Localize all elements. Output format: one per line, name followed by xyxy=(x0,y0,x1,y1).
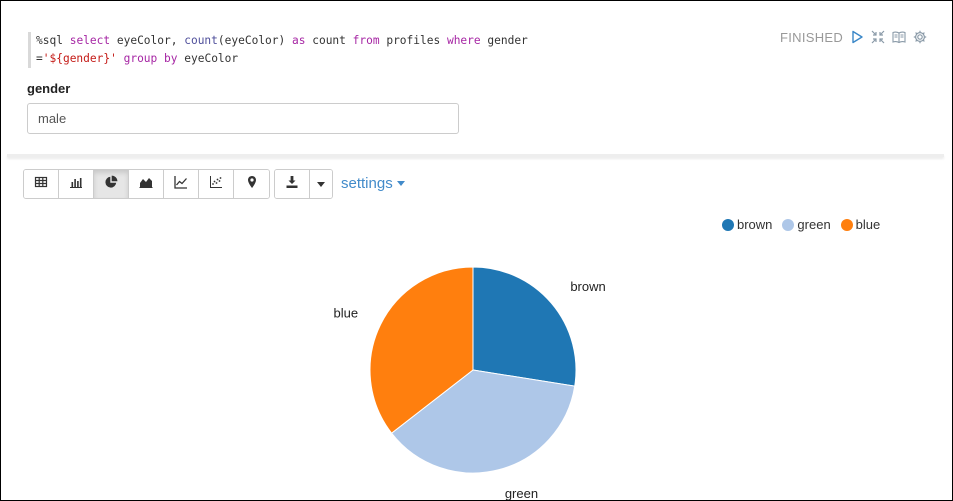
table-icon xyxy=(34,175,48,194)
code-token: = xyxy=(36,52,43,65)
download-dropdown-toggle[interactable] xyxy=(310,170,332,198)
bar-chart-view-button[interactable] xyxy=(59,170,94,198)
legend-swatch xyxy=(840,218,853,231)
chevron-down-icon xyxy=(317,181,325,187)
code-token: eyeColor, xyxy=(110,34,185,47)
param-label-gender: gender xyxy=(27,81,71,96)
pie-label-green: green xyxy=(505,486,538,501)
legend-label: green xyxy=(797,217,831,232)
pie-label-blue: blue xyxy=(333,306,358,321)
code-keyword-by: by xyxy=(164,52,178,65)
code-line-2: ='${gender}' group by eyeColor xyxy=(36,50,588,68)
pie-slice-green[interactable] xyxy=(390,369,576,474)
code-token: eyeColor xyxy=(177,52,239,65)
legend-swatch xyxy=(722,218,734,231)
pie-chart-icon xyxy=(104,175,118,194)
status-label: FINISHED xyxy=(780,29,844,45)
gear-icon[interactable] xyxy=(913,30,927,44)
paragraph-controls: FINISHED xyxy=(780,29,927,45)
settings-label: settings xyxy=(341,175,393,192)
scatter-chart-view-button[interactable] xyxy=(199,170,234,198)
code-token xyxy=(117,52,124,65)
code-keyword-as: as xyxy=(292,34,306,47)
code-token: (eyeColor) xyxy=(217,34,292,47)
collapse-icon[interactable] xyxy=(871,30,885,44)
scatter-chart-icon xyxy=(209,175,223,194)
chart-legend: brown green blue xyxy=(722,217,880,232)
line-chart-view-button[interactable] xyxy=(164,170,199,198)
settings-toggle[interactable]: settings xyxy=(341,175,405,192)
line-chart-icon xyxy=(174,175,188,194)
gender-input[interactable] xyxy=(27,103,459,134)
code-function-count: count xyxy=(184,34,218,47)
code-token: profiles xyxy=(379,34,447,47)
code-token: gender xyxy=(480,34,528,47)
download-icon xyxy=(285,175,299,194)
chevron-down-icon xyxy=(396,181,405,186)
pie-slice-brown[interactable] xyxy=(472,266,577,387)
legend-label: brown xyxy=(737,217,773,232)
table-view-button[interactable] xyxy=(24,170,59,198)
map-marker-icon xyxy=(245,175,259,194)
code-magic: %sql xyxy=(36,34,63,47)
legend-item-green[interactable]: green xyxy=(782,217,831,232)
map-view-button[interactable] xyxy=(234,170,269,198)
download-button[interactable] xyxy=(275,170,310,198)
pie-label-brown: brown xyxy=(570,279,605,294)
download-group xyxy=(274,169,333,199)
section-divider xyxy=(7,154,944,157)
book-icon[interactable] xyxy=(892,30,906,44)
area-chart-icon xyxy=(139,175,153,194)
play-icon[interactable] xyxy=(850,30,864,44)
legend-item-brown[interactable]: brown xyxy=(722,217,772,232)
pie-chart-view-button[interactable] xyxy=(94,170,129,198)
code-keyword-from: from xyxy=(352,34,380,47)
legend-label: blue xyxy=(855,217,881,232)
bar-chart-icon xyxy=(69,175,83,194)
code-token: count xyxy=(305,34,353,47)
code-keyword-select: select xyxy=(69,34,111,47)
code-keyword-group: group xyxy=(123,52,158,65)
legend-item-blue[interactable]: blue xyxy=(840,217,881,232)
code-editor[interactable]: %sql select eyeColor, count(eyeColor) as… xyxy=(28,32,588,68)
area-chart-view-button[interactable] xyxy=(129,170,164,198)
visualization-switcher xyxy=(23,169,270,199)
legend-swatch xyxy=(782,218,795,231)
pie-slice-blue[interactable] xyxy=(369,266,474,434)
code-string-param: '${gender}' xyxy=(42,52,117,65)
code-keyword-where: where xyxy=(446,34,481,47)
